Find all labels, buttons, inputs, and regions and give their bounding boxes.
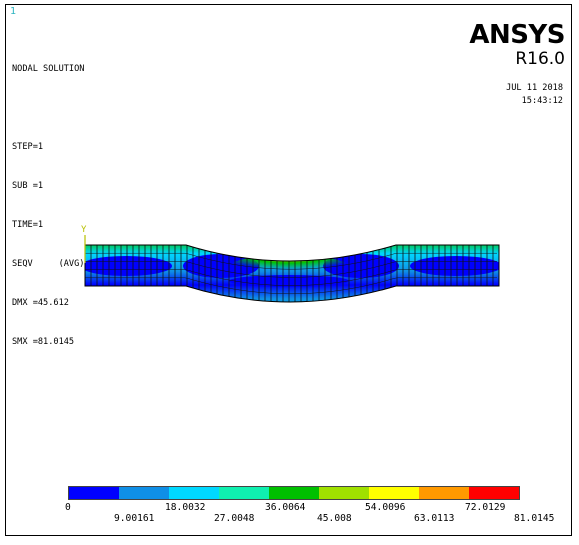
- stress-contour: [80, 240, 506, 330]
- legend-swatch: [319, 487, 369, 499]
- y-axis-label: Y: [81, 225, 87, 235]
- legend-value: 81.0145: [514, 513, 554, 524]
- legend-value: 54.0096: [365, 502, 405, 513]
- legend-value: 0: [65, 502, 71, 513]
- legend-swatch: [219, 487, 269, 499]
- legend-swatch: [169, 487, 219, 499]
- legend-swatch: [269, 487, 319, 499]
- legend-value: 9.00161: [114, 513, 154, 524]
- legend-value: 45.008: [317, 513, 352, 524]
- legend-value: 72.0129: [465, 502, 505, 513]
- beam-contour-plot[interactable]: Y: [6, 5, 573, 537]
- legend-swatch: [419, 487, 469, 499]
- legend-value: 18.0032: [165, 502, 205, 513]
- legend-value: 36.0064: [265, 502, 305, 513]
- legend-value: 63.0113: [414, 513, 454, 524]
- legend-swatch: [369, 487, 419, 499]
- legend-swatch: [119, 487, 169, 499]
- legend-swatch: [69, 487, 119, 499]
- contour-legend: [68, 486, 520, 500]
- legend-swatch: [469, 487, 519, 499]
- legend-value: 27.0048: [214, 513, 254, 524]
- graphics-window: 1 NODAL SOLUTION STEP=1 SUB =1 TIME=1 SE…: [5, 4, 572, 536]
